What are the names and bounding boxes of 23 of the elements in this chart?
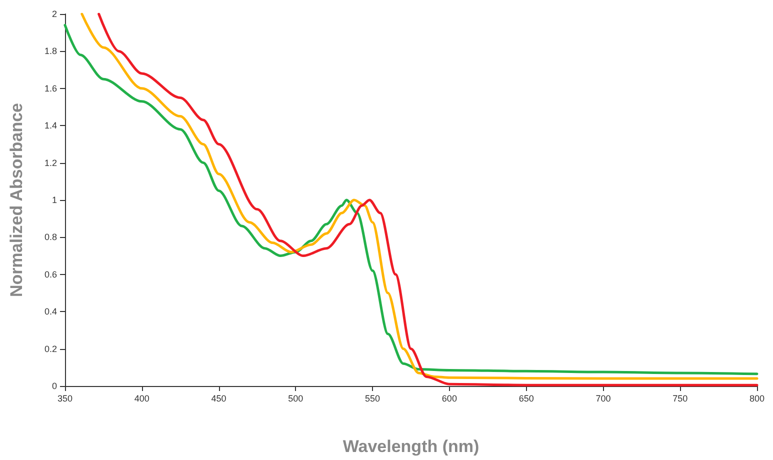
y-tick-label: 1.4	[44, 120, 57, 131]
y-tick-label: 1.8	[44, 46, 57, 56]
y-tick-label: 0	[52, 381, 57, 391]
y-tick-label: 0.8	[44, 232, 57, 242]
y-tick-label: 2	[52, 9, 57, 19]
x-tick-label: 500	[288, 394, 304, 404]
x-tick-label: 400	[134, 394, 150, 404]
x-tick-label: 650	[518, 394, 534, 404]
y-tick-label: 0.2	[44, 344, 57, 354]
y-tick-label: 1	[52, 195, 57, 205]
x-tick-label: 750	[672, 394, 688, 404]
x-tick-label: 350	[57, 394, 73, 404]
x-tick-label: 800	[749, 394, 765, 404]
x-tick-label: 600	[442, 394, 457, 404]
y-tick-label: 0.4	[44, 306, 57, 317]
y-axis-title: Normalized Absorbance	[7, 103, 26, 297]
y-tick-label: 1.2	[44, 158, 57, 168]
x-axis-title: Wavelength (nm)	[342, 437, 480, 456]
y-tick-label: 1.6	[44, 83, 57, 94]
x-tick-label: 550	[365, 394, 380, 404]
x-tick-label: 700	[596, 394, 611, 404]
x-tick-label: 450	[211, 394, 226, 404]
y-tick-label: 0.6	[44, 269, 57, 280]
